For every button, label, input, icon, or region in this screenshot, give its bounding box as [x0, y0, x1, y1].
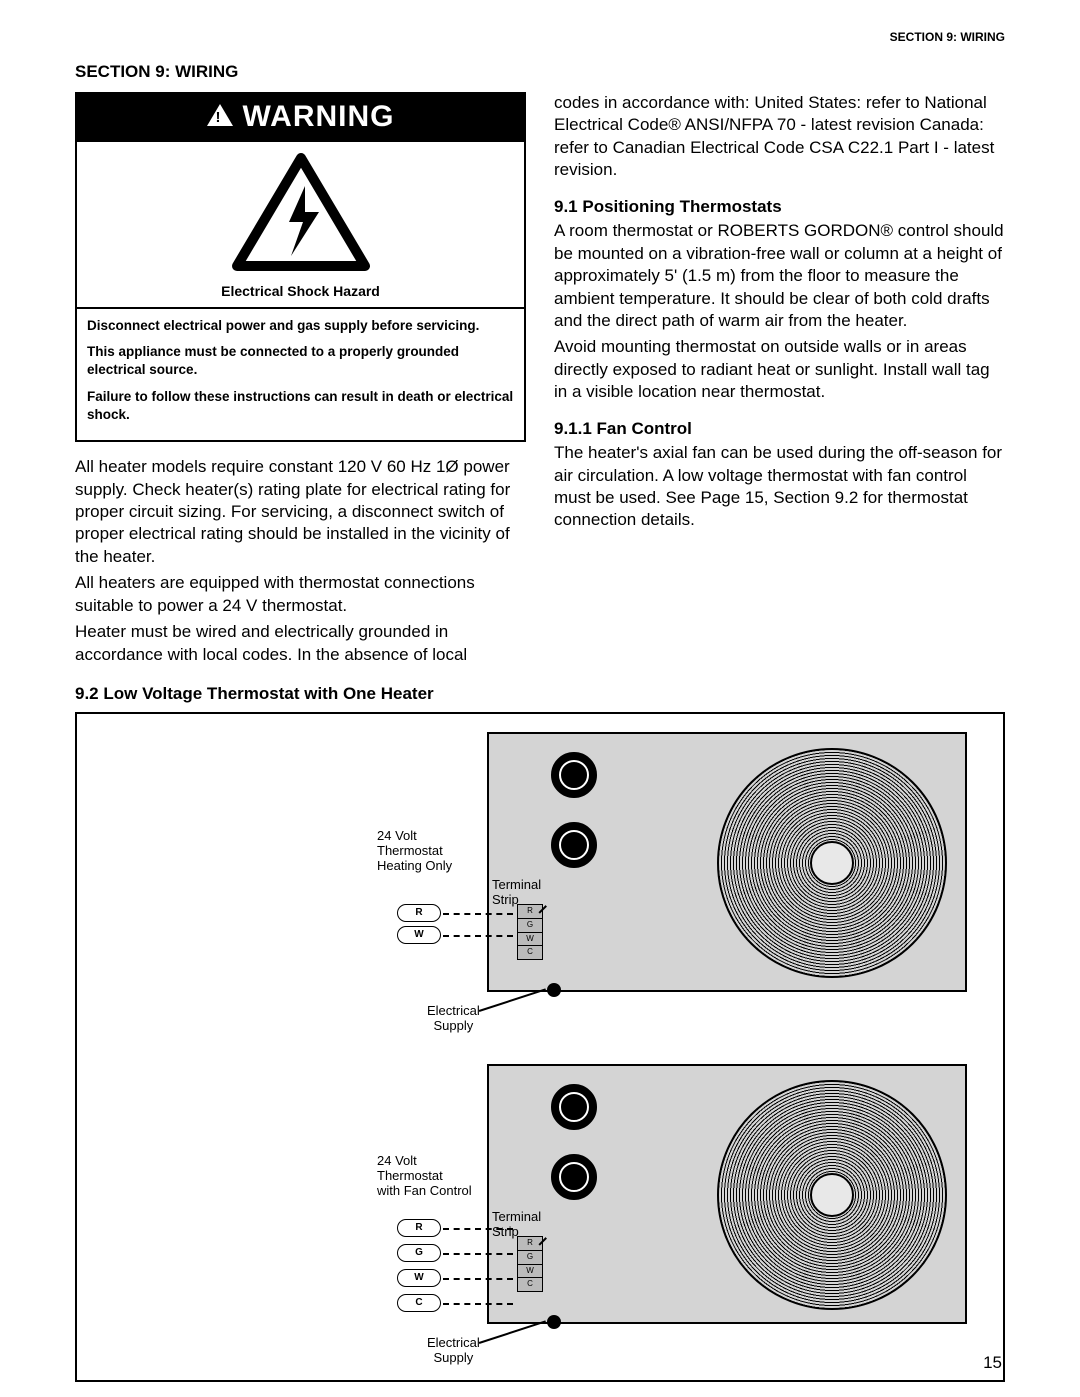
heading-9-2: 9.2 Low Voltage Thermostat with One Heat… — [75, 684, 1005, 704]
warning-p3: Failure to follow these instructions can… — [87, 388, 514, 424]
terminal-pill-w: W — [397, 1269, 441, 1287]
page-number: 15 — [983, 1353, 1002, 1373]
control-knob-icon — [551, 752, 597, 798]
header-section-tag: SECTION 9: WIRING — [890, 30, 1005, 44]
label-electrical-supply-bottom: ElectricalSupply — [427, 1336, 480, 1366]
left-p1: All heater models require constant 120 V… — [75, 456, 526, 568]
fan-hub-icon — [810, 841, 854, 885]
warning-triangle-icon — [207, 104, 233, 126]
right-p0: codes in accordance with: United States:… — [554, 92, 1005, 182]
wire-dash — [443, 1303, 513, 1305]
wiring-diagram: R G W C 24 VoltThermostatHeating Only Te… — [75, 712, 1005, 1382]
terminal-pill-r: R — [397, 1219, 441, 1237]
heater-unit-bottom: R G W C — [487, 1064, 967, 1324]
right-column: codes in accordance with: United States:… — [554, 92, 1005, 670]
supply-entry-dot — [547, 1315, 561, 1329]
left-p3: Heater must be wired and electrically gr… — [75, 621, 526, 666]
wire-dash — [443, 1278, 513, 1280]
label-thermostat-fan: 24 VoltThermostatwith Fan Control — [377, 1154, 472, 1199]
warning-box: WARNING Electrical Shock Hazard Disconne… — [75, 92, 526, 442]
warning-text-block: Disconnect electrical power and gas supp… — [77, 309, 524, 440]
label-terminal-strip-top: TerminalStrip — [492, 878, 541, 908]
wire-dash — [443, 1253, 513, 1255]
supply-entry-dot — [547, 983, 561, 997]
right-p91b: Avoid mounting thermostat on outside wal… — [554, 336, 1005, 403]
two-column-body: WARNING Electrical Shock Hazard Disconne… — [75, 92, 1005, 670]
wire-dash — [443, 935, 513, 937]
terminal-pill-w: W — [397, 926, 441, 944]
heading-9-1-1: 9.1.1 Fan Control — [554, 418, 1005, 440]
control-knob-icon — [551, 1084, 597, 1130]
shock-hazard-icon — [77, 142, 524, 283]
left-column: WARNING Electrical Shock Hazard Disconne… — [75, 92, 526, 670]
wire-dash — [443, 913, 513, 915]
warning-banner-text: WARNING — [243, 100, 395, 134]
control-knob-icon — [551, 822, 597, 868]
label-terminal-strip-bottom: TerminalStrip — [492, 1210, 541, 1240]
terminal-pill-r: R — [397, 904, 441, 922]
hazard-caption: Electrical Shock Hazard — [77, 283, 524, 309]
heading-9-1: 9.1 Positioning Thermostats — [554, 196, 1005, 218]
wire-dash — [443, 1228, 513, 1230]
heater-unit-top: R G W C — [487, 732, 967, 992]
warning-p1: Disconnect electrical power and gas supp… — [87, 317, 514, 335]
page-header: SECTION 9: WIRING — [75, 30, 1005, 44]
left-body-text: All heater models require constant 120 V… — [75, 456, 526, 666]
terminal-pill-c: C — [397, 1294, 441, 1312]
fan-hub-icon — [810, 1173, 854, 1217]
section-title: SECTION 9: WIRING — [75, 62, 1005, 82]
terminal-pill-g: G — [397, 1244, 441, 1262]
label-electrical-supply-top: ElectricalSupply — [427, 1004, 480, 1034]
right-p91a: A room thermostat or ROBERTS GORDON® con… — [554, 220, 1005, 332]
label-thermostat-heating: 24 VoltThermostatHeating Only — [377, 829, 452, 874]
left-p2: All heaters are equipped with thermostat… — [75, 572, 526, 617]
control-knob-icon — [551, 1154, 597, 1200]
warning-banner: WARNING — [77, 94, 524, 142]
right-p911: The heater's axial fan can be used durin… — [554, 442, 1005, 532]
warning-p2: This appliance must be connected to a pr… — [87, 343, 514, 379]
